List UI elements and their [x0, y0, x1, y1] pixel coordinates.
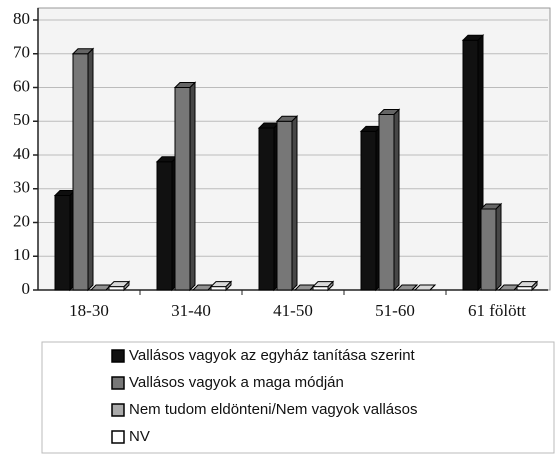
legend-label: Vallásos vagyok a maga módján [129, 374, 344, 391]
bar [53, 189, 77, 292]
bar-side [495, 202, 502, 292]
bar [311, 280, 335, 292]
bar [377, 108, 401, 292]
bar [413, 284, 437, 291]
y-tick-label: 50 [13, 110, 30, 129]
legend-swatch [111, 349, 125, 363]
y-tick-label: 30 [13, 178, 30, 197]
bar [257, 121, 281, 292]
bar [515, 280, 539, 292]
bar-side [291, 115, 298, 292]
bar-front [72, 53, 89, 291]
bar [275, 115, 299, 292]
bar-front [360, 130, 377, 291]
bar [395, 284, 419, 291]
bar [479, 202, 503, 292]
bar-side [189, 81, 196, 292]
bar [173, 81, 197, 292]
x-tick-label: 41-50 [273, 301, 313, 320]
bar-side [429, 284, 436, 291]
bar-side [531, 280, 538, 292]
y-tick-label: 20 [13, 211, 30, 230]
y-tick-label: 10 [13, 245, 30, 264]
bar-front [480, 208, 497, 291]
x-tick-label: 18-30 [69, 301, 109, 320]
x-tick-label: 61 fölött [468, 301, 526, 320]
bar [71, 47, 95, 292]
bar-side [123, 280, 130, 292]
legend-swatch [111, 430, 125, 444]
bar [107, 280, 131, 292]
y-tick-label: 40 [13, 144, 30, 163]
bar-front [516, 286, 533, 291]
bar [359, 125, 383, 292]
legend-box [41, 341, 555, 454]
legend-swatch [111, 403, 125, 417]
bar-side [87, 47, 94, 292]
legend-label: NV [129, 428, 150, 445]
y-tick-label: 60 [13, 76, 30, 95]
bar-front [156, 161, 173, 291]
bar [209, 280, 233, 292]
bar-front [312, 286, 329, 291]
bar [155, 155, 179, 292]
x-tick-label: 51-60 [375, 301, 415, 320]
bar-front [276, 120, 293, 291]
y-tick-label: 0 [22, 279, 31, 298]
bar [461, 34, 485, 292]
legend-swatch [111, 376, 125, 390]
legend-label: Vallásos vagyok az egyház tanítása szeri… [129, 347, 416, 364]
bar-side [225, 280, 232, 292]
bar-side [327, 280, 334, 292]
bar-front [378, 114, 395, 291]
bar-front [174, 87, 191, 291]
y-tick-label: 80 [13, 9, 30, 28]
bar-front [108, 286, 125, 291]
bar-side [393, 108, 400, 292]
legend-label: Nem tudom eldönteni/Nem vagyok vallásos [129, 401, 417, 418]
y-tick-label: 70 [13, 43, 30, 62]
bar-front [258, 127, 275, 291]
bar-front [462, 39, 479, 291]
bar-front [54, 195, 71, 291]
bar-front [210, 286, 227, 291]
bar-side [411, 284, 418, 291]
x-tick-label: 31-40 [171, 301, 211, 320]
